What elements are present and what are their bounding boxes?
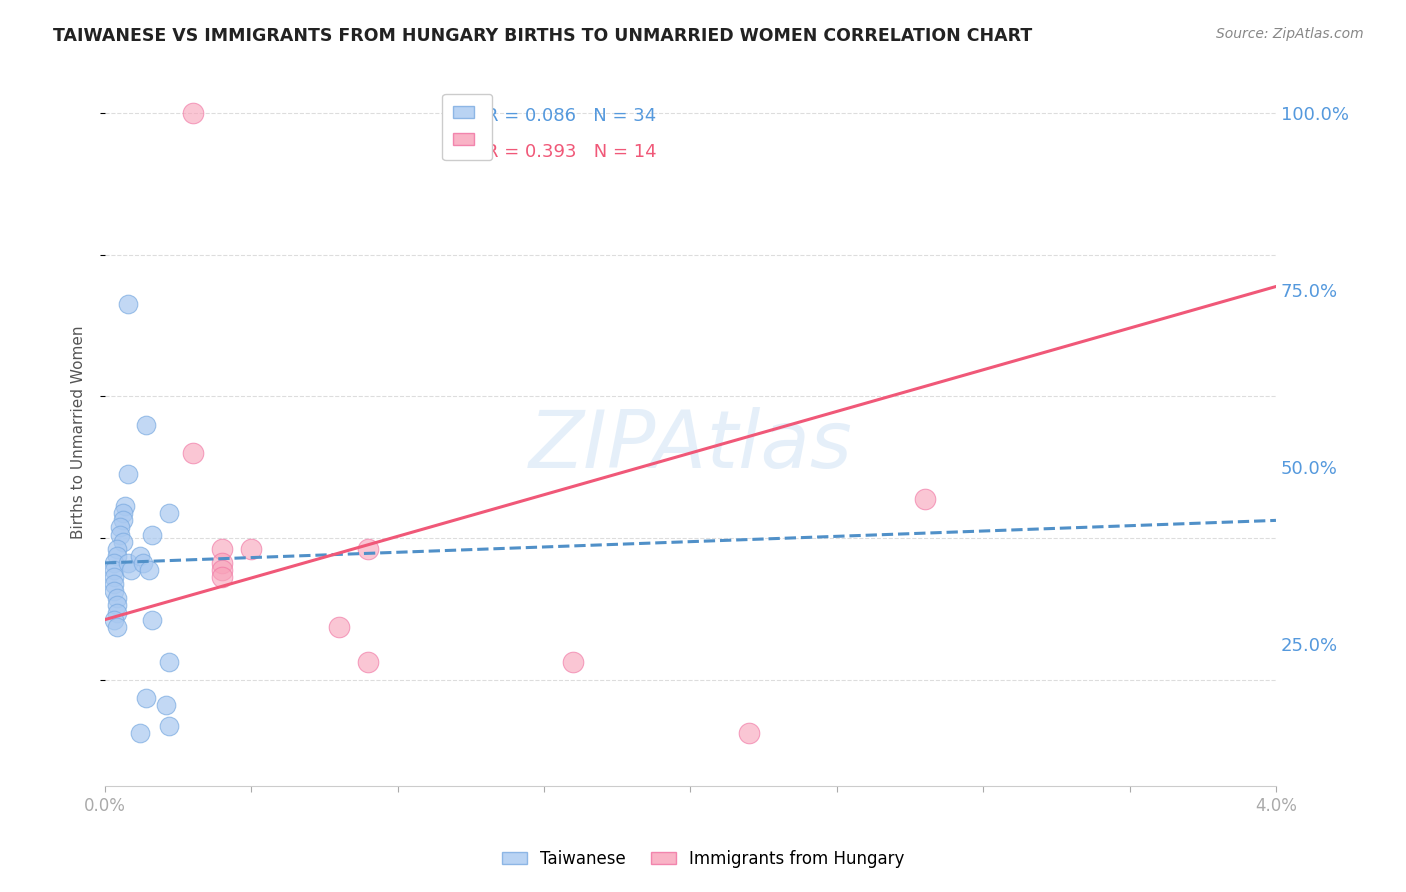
Legend: Taiwanese, Immigrants from Hungary: Taiwanese, Immigrants from Hungary [495, 844, 911, 875]
Point [105, 599, 128, 613]
Point [105, 549, 128, 563]
Point [446, 106, 468, 120]
Point [141, 613, 163, 627]
Point [138, 563, 160, 577]
Point [328, 620, 350, 634]
Point [111, 506, 134, 520]
Point [103, 584, 125, 599]
Point [141, 527, 163, 541]
Text: ZIPAtlas: ZIPAtlas [529, 407, 852, 485]
Point [117, 467, 139, 482]
Point [211, 563, 233, 577]
Point [562, 655, 585, 669]
Point [181, 446, 204, 460]
Point [357, 655, 380, 669]
Text: Source: ZipAtlas.com: Source: ZipAtlas.com [1216, 27, 1364, 41]
Point [103, 563, 125, 577]
Point [157, 655, 180, 669]
Point [132, 556, 155, 570]
Text: R = 0.393   N = 14: R = 0.393 N = 14 [485, 143, 657, 161]
Y-axis label: Births to Unmarried Women: Births to Unmarried Women [72, 325, 86, 539]
Text: TAIWANESE VS IMMIGRANTS FROM HUNGARY BIRTHS TO UNMARRIED WOMEN CORRELATION CHART: TAIWANESE VS IMMIGRANTS FROM HUNGARY BIR… [53, 27, 1032, 45]
Point [103, 613, 125, 627]
Point [114, 499, 136, 513]
Point [105, 591, 128, 606]
Point [105, 606, 128, 620]
Point [103, 577, 125, 591]
Point [120, 563, 142, 577]
Point [155, 698, 177, 712]
Point [738, 726, 761, 740]
Point [135, 690, 157, 705]
Point [914, 492, 936, 507]
Point [108, 520, 131, 534]
Point [105, 620, 128, 634]
Point [211, 570, 233, 584]
Text: R = 0.086   N = 34: R = 0.086 N = 34 [485, 107, 655, 126]
Point [211, 541, 233, 556]
Point [135, 417, 157, 432]
Point [240, 541, 263, 556]
Point [105, 541, 128, 556]
Point [129, 549, 152, 563]
Point [211, 556, 233, 570]
Point [103, 556, 125, 570]
Point [157, 506, 180, 520]
Point [117, 556, 139, 570]
Point [357, 541, 380, 556]
Point [111, 513, 134, 527]
Point [157, 719, 180, 733]
Point [103, 570, 125, 584]
Point [129, 726, 152, 740]
Point [117, 297, 139, 311]
Point [181, 106, 204, 120]
Point [111, 534, 134, 549]
Point [108, 527, 131, 541]
Legend: , : , [441, 94, 492, 161]
